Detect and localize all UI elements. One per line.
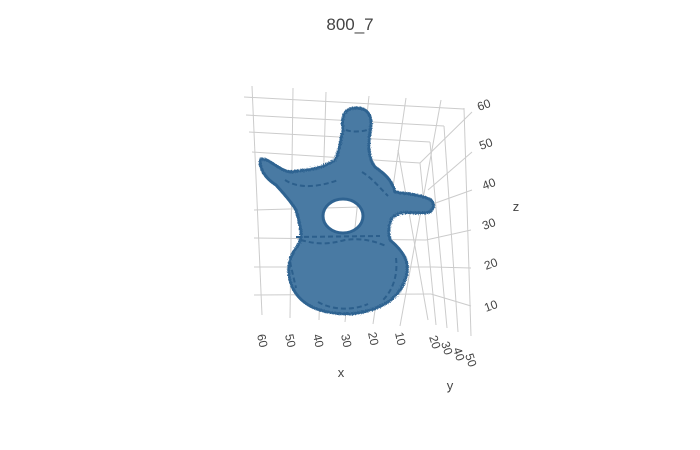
z-tick-label: 20	[482, 255, 500, 273]
vertebra-surface	[258, 106, 435, 316]
y-tick-label: 50	[462, 352, 480, 369]
z-tick-label: 40	[480, 175, 498, 193]
y-tick-label: 20	[426, 334, 444, 351]
z-tick-label: 30	[480, 215, 498, 233]
z-tick-label: 60	[475, 96, 493, 114]
z-axis-label: z	[513, 199, 520, 214]
z-tick-label: 10	[482, 297, 500, 315]
chart-title: 800_7	[326, 15, 373, 34]
z-tick-label: 50	[477, 135, 495, 153]
x-tick-label: 20	[365, 331, 382, 347]
x-tick-label: 30	[338, 333, 355, 349]
x-tick-label: 60	[254, 333, 271, 349]
y-axis-label: y	[447, 378, 454, 393]
x-axis-ticks: 60 50 40 30 20 10	[254, 331, 409, 349]
x-tick-label: 10	[392, 331, 409, 347]
z-axis-ticks: 10 20 30 40 50 60	[475, 96, 500, 315]
y-tick-label: 30	[438, 340, 456, 357]
x-tick-label: 50	[282, 333, 299, 349]
x-axis-label: x	[338, 365, 345, 380]
y-tick-label: 40	[450, 346, 468, 363]
x-tick-label: 40	[310, 333, 327, 349]
